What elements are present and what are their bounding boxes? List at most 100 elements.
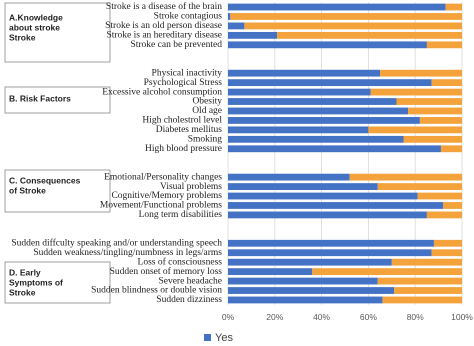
bar-segment	[228, 69, 381, 77]
bar-segment	[377, 277, 462, 285]
bar-segment	[419, 117, 462, 124]
group-box	[4, 169, 111, 213]
category-label: Sudden onset of memory loss	[110, 266, 223, 277]
x-tick-label: 80%	[407, 312, 424, 322]
bar-segment	[403, 135, 462, 143]
category-label: Emotional/Personality changes	[104, 172, 222, 182]
bar-segment	[228, 287, 395, 294]
bar-segment	[228, 192, 418, 200]
bar-segment	[228, 258, 392, 266]
category-label: Sudden dizziness	[156, 295, 222, 305]
bar-segment	[228, 268, 313, 276]
x-tick-label: 40%	[313, 312, 330, 322]
category-label: Severe headache	[158, 276, 222, 286]
bar-segment	[431, 249, 462, 257]
group-box	[4, 261, 111, 304]
category-label: Stroke contagious	[154, 12, 223, 22]
bar-segment	[228, 211, 427, 219]
bar-segment	[228, 31, 278, 39]
group-label: Symptoms of	[9, 277, 63, 287]
category-label: Sudden diffculty speaking and/or underst…	[11, 237, 222, 248]
category-label: High blood pressure	[145, 144, 222, 154]
bar-segment	[368, 126, 462, 134]
bar-segment	[370, 88, 462, 96]
category-label: Long term disabilities	[139, 210, 223, 220]
category-label: Stroke is an old person disease	[105, 21, 222, 31]
bar-segment	[426, 211, 462, 219]
bar-segment	[408, 107, 462, 115]
bar-segment	[445, 3, 462, 11]
group-box	[4, 86, 111, 114]
x-tick-label: 20%	[266, 312, 283, 322]
category-label: Obesity	[192, 97, 222, 107]
x-tick-label: 60%	[360, 312, 377, 322]
group-label: of Stroke	[9, 185, 46, 195]
bar-segment	[228, 79, 432, 87]
bar-segment	[228, 3, 446, 11]
bar-segment	[228, 41, 427, 49]
bar-segment	[228, 88, 371, 96]
category-label: Old age	[192, 106, 222, 116]
bar-segment	[228, 145, 441, 153]
category-label: High cholestrol level	[142, 116, 222, 126]
bar-segment	[380, 69, 462, 77]
bar-segment	[312, 268, 462, 276]
category-label: Cognitive/Memory problems	[111, 191, 222, 201]
category-label: Sudden weakness/tingling/numbness in leg…	[33, 248, 222, 258]
category-label: Stroke is an hereditary disease	[106, 31, 222, 41]
category-label: Sudden blindness or double vision	[91, 286, 222, 296]
bar-segment	[431, 79, 462, 87]
category-label: Visual problems	[160, 182, 222, 192]
category-label: Psychological Stress	[144, 78, 223, 88]
x-tick-label: 100%	[451, 312, 473, 322]
bar-segment	[228, 13, 231, 20]
bar-segment	[391, 258, 462, 266]
category-label: Movement/Functional problems	[100, 201, 222, 211]
bar-segment	[417, 192, 462, 200]
group-label: about stroke	[9, 22, 60, 32]
bar-segment	[230, 13, 462, 20]
group-label: C. Consequences	[9, 175, 81, 185]
bar-segment	[228, 22, 245, 30]
bar-segment	[433, 239, 462, 247]
bar-segment	[394, 287, 462, 294]
legend-swatch	[204, 334, 211, 341]
bar-segment	[228, 107, 409, 115]
bar-segment	[228, 277, 378, 285]
bar-segment	[440, 145, 462, 153]
group-label: Stroke	[9, 32, 36, 42]
bar-segment	[228, 239, 434, 247]
bar-segment	[228, 249, 432, 257]
bar-segment	[349, 173, 462, 181]
group-label: B. Risk Factors	[9, 93, 71, 103]
group-box	[4, 2, 111, 63]
category-label: Physical inactivity	[152, 68, 223, 78]
bar-segment	[228, 173, 350, 181]
group-label: Stroke	[9, 287, 36, 297]
bar-segment	[228, 117, 420, 124]
category-label: Loss of consciousness	[138, 256, 223, 267]
bar-segment	[228, 183, 378, 190]
bar-segment	[228, 135, 404, 143]
category-label: Excessive alcohol consumption	[102, 87, 222, 97]
bar-segment	[382, 296, 462, 304]
bar-segment	[277, 31, 462, 39]
bar-segment	[396, 98, 462, 105]
bar-segment	[244, 22, 462, 30]
bar-segment	[228, 126, 369, 134]
bar-segment	[228, 296, 383, 304]
legend-label: Yes	[215, 332, 233, 344]
category-label: Diabetes mellitus	[156, 125, 223, 135]
group-label: D. Early	[9, 267, 41, 277]
x-tick-label: 0%	[222, 312, 235, 322]
category-label: Smoking	[188, 135, 223, 145]
category-label: Stroke can be prevented	[130, 40, 222, 50]
bar-segment	[443, 202, 462, 209]
bar-segment	[377, 183, 462, 190]
group-label: A.Knowledge	[9, 12, 63, 22]
bar-segment	[228, 98, 397, 105]
bar-segment	[426, 41, 462, 49]
category-label: Stroke is a disease of the brain	[106, 1, 222, 12]
